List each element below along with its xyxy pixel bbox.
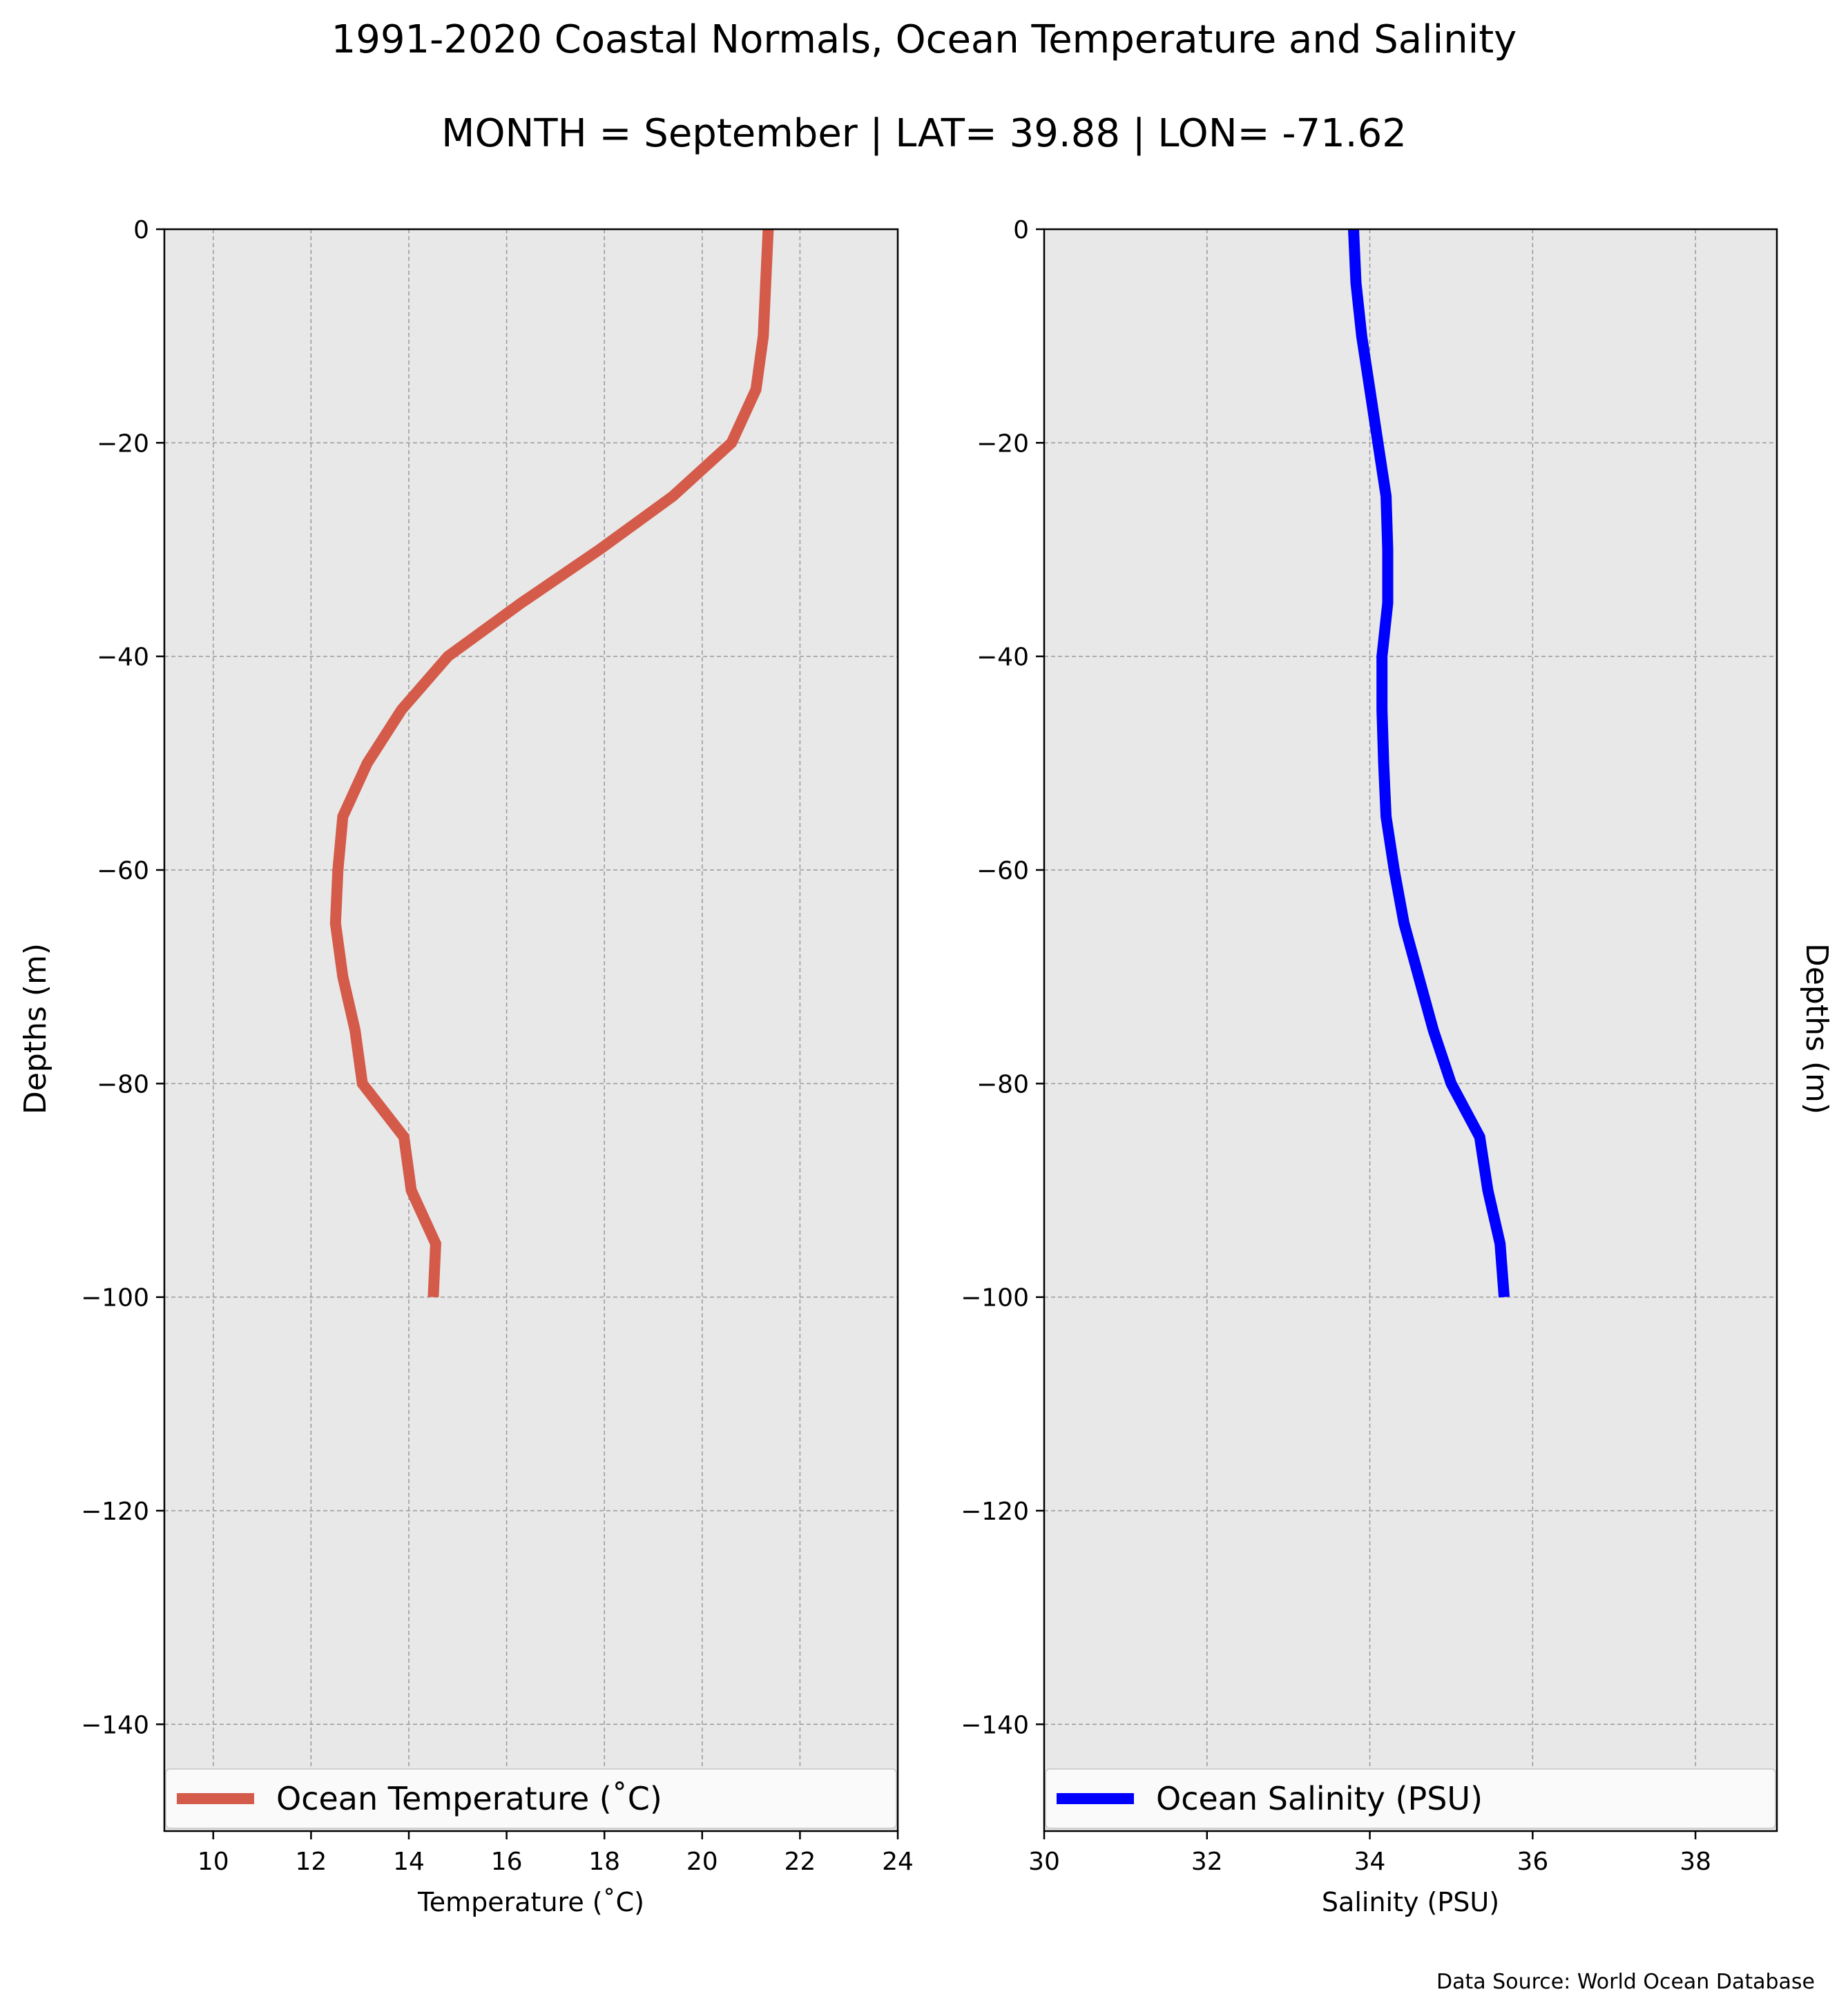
temperature-x-tick-label: 12 [295, 1848, 327, 1876]
salinity-legend [1045, 1768, 1776, 1829]
salinity-y-tick-label: −120 [961, 1498, 1029, 1526]
salinity-y-tick-label: −20 [976, 429, 1029, 458]
y-axis-label-left: Depths (m) [18, 943, 53, 1114]
temperature-y-tick-label: −20 [97, 429, 149, 458]
salinity-plot-area [1044, 229, 1777, 1831]
temperature-series-line [329, 229, 774, 1298]
salinity-y-tick-label: −40 [976, 644, 1029, 672]
salinity-y-tick-label: 0 [1013, 216, 1029, 244]
temperature-axes-frame [163, 228, 899, 1832]
chart-title: 1991-2020 Coastal Normals, Ocean Tempera… [331, 17, 1517, 62]
temperature-y-tick-label: −80 [97, 1070, 149, 1099]
temperature-plot-area [164, 229, 898, 1831]
salinity-x-axis-label: Salinity (PSU) [1322, 1887, 1499, 1917]
temperature-y-tick-label: −120 [81, 1498, 149, 1526]
salinity-x-tick-label: 34 [1354, 1848, 1386, 1876]
salinity-y-tick-label: −60 [976, 857, 1029, 885]
salinity-x-tick-label: 32 [1191, 1848, 1223, 1876]
temperature-y-tick-label: −40 [97, 644, 149, 672]
temperature-x-tick-label: 24 [882, 1848, 914, 1876]
temperature-x-tick-label: 18 [588, 1848, 620, 1876]
temperature-legend [165, 1768, 897, 1829]
salinity-axes-frame [1043, 228, 1778, 1832]
temperature-x-tick-label: 14 [393, 1848, 425, 1876]
salinity-legend-label: Ocean Salinity (PSU) [1156, 1780, 1483, 1817]
salinity-x-tick-label: 38 [1679, 1848, 1711, 1876]
salinity-x-tick-label: 30 [1028, 1848, 1060, 1876]
temperature-legend-label: Ocean Temperature (˚C) [276, 1780, 662, 1817]
salinity-panel: Ocean Salinity (PSU) 30 32 34 36 38 0 −20 −40 −60… [961, 216, 1778, 1917]
data-source-note: Data Source: World Ocean Database [1436, 1970, 1815, 1994]
temperature-y-tick-label: −140 [81, 1711, 149, 1739]
temperature-y-tick-label: −100 [81, 1284, 149, 1313]
salinity-y-tick-label: −140 [961, 1711, 1029, 1739]
temperature-x-tick-label: 16 [491, 1848, 523, 1876]
temperature-panel: Ocean Temperature (˚C) 10 12 14 16 18 20 22 24 0 −… [81, 216, 914, 1917]
chart-subtitle: MONTH = September | LAT= 39.88 | LON= -7… [441, 111, 1407, 156]
temperature-x-tick-label: 22 [784, 1848, 816, 1876]
salinity-series-line [1348, 229, 1510, 1298]
y-axis-label-right: Depths (m) [1799, 943, 1834, 1114]
temperature-y-tick-label: −60 [97, 857, 149, 885]
temperature-x-tick-label: 10 [198, 1848, 229, 1876]
temperature-x-tick-label: 20 [686, 1848, 718, 1876]
salinity-x-tick-label: 36 [1517, 1848, 1548, 1876]
temperature-x-axis-label: Temperature (˚C) [417, 1887, 644, 1917]
salinity-y-tick-label: −80 [976, 1070, 1029, 1099]
salinity-y-tick-label: −100 [961, 1284, 1029, 1313]
temperature-y-tick-label: 0 [133, 216, 149, 244]
